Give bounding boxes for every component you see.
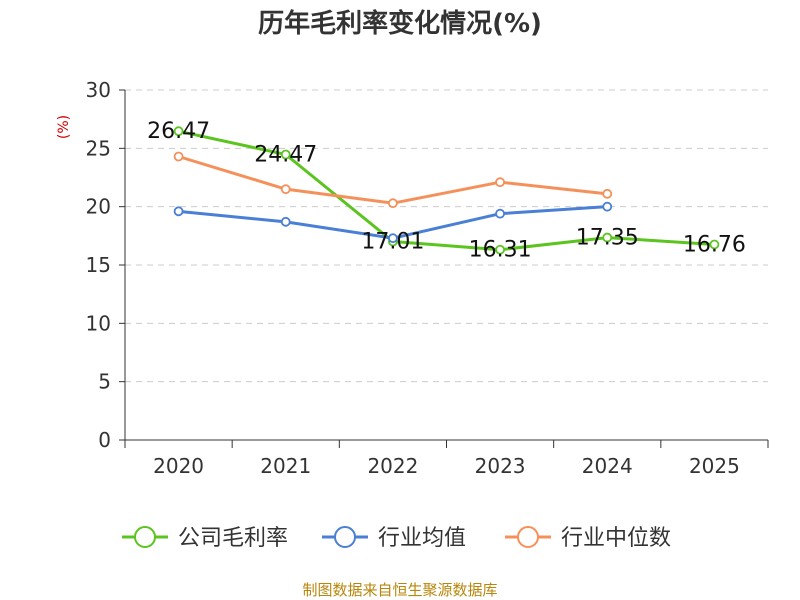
legend-item-0[interactable]: 公司毛利率 xyxy=(122,526,288,551)
data-point[interactable] xyxy=(495,244,505,255)
x-tick-label: 2023 xyxy=(475,454,526,478)
x-tick-label: 2021 xyxy=(260,454,311,478)
data-point[interactable] xyxy=(388,233,398,244)
series-line-2 xyxy=(178,155,608,205)
data-point[interactable] xyxy=(495,177,505,188)
data-label: 17.35 xyxy=(576,226,639,251)
x-tick-label: 2024 xyxy=(582,454,633,478)
data-point[interactable] xyxy=(173,206,184,217)
legend-swatch-marker xyxy=(134,526,156,548)
y-tick-label: 20 xyxy=(86,195,111,219)
data-point[interactable] xyxy=(602,188,613,199)
data-point[interactable] xyxy=(602,232,613,243)
legend-label: 行业中位数 xyxy=(561,526,671,551)
data-label: 24.47 xyxy=(254,143,317,168)
chart-title: 历年毛利率变化情况(%) xyxy=(258,8,542,39)
data-point[interactable] xyxy=(173,151,184,162)
series-line-0 xyxy=(178,129,715,252)
data-labels: 26.47 24.47 17.01 16.31 17.35 16.76 xyxy=(147,119,746,263)
legend-label: 公司毛利率 xyxy=(178,526,288,551)
data-point[interactable] xyxy=(173,126,184,137)
x-tick-label: 2022 xyxy=(367,454,418,478)
y-tick-label: 5 xyxy=(98,370,111,394)
x-tick-label: 2025 xyxy=(689,454,740,478)
data-point[interactable] xyxy=(709,239,720,250)
y-tick-label: 25 xyxy=(86,136,111,160)
legend-item-1[interactable]: 行业均值 xyxy=(322,526,466,551)
legend-item-2[interactable]: 行业中位数 xyxy=(505,526,671,551)
legend-label: 行业均值 xyxy=(378,526,466,551)
legend-swatch-marker xyxy=(334,526,356,548)
data-point[interactable] xyxy=(280,149,291,160)
y-tick-label: 0 xyxy=(98,428,111,452)
data-point[interactable] xyxy=(280,216,291,227)
y-axis-label: (%) xyxy=(56,115,72,139)
legend-swatch-marker xyxy=(517,526,539,548)
y-tick-label: 15 xyxy=(86,253,111,277)
source-note: 制图数据来自恒生聚源数据库 xyxy=(302,581,497,599)
x-tick-label: 2020 xyxy=(153,454,204,478)
data-label: 16.31 xyxy=(469,238,532,263)
data-point[interactable] xyxy=(388,198,398,209)
y-tick-label: 30 xyxy=(86,78,111,102)
legend[interactable]: 公司毛利率 行业均值 行业中位数 xyxy=(122,526,671,551)
data-label: 26.47 xyxy=(147,119,210,144)
series xyxy=(173,126,720,255)
data-point[interactable] xyxy=(280,184,291,195)
y-tick-label: 10 xyxy=(86,311,111,335)
data-point[interactable] xyxy=(602,201,613,212)
grid xyxy=(125,89,768,383)
data-point[interactable] xyxy=(495,208,505,219)
data-label: 16.76 xyxy=(683,232,746,257)
data-label: 17.01 xyxy=(361,230,424,255)
